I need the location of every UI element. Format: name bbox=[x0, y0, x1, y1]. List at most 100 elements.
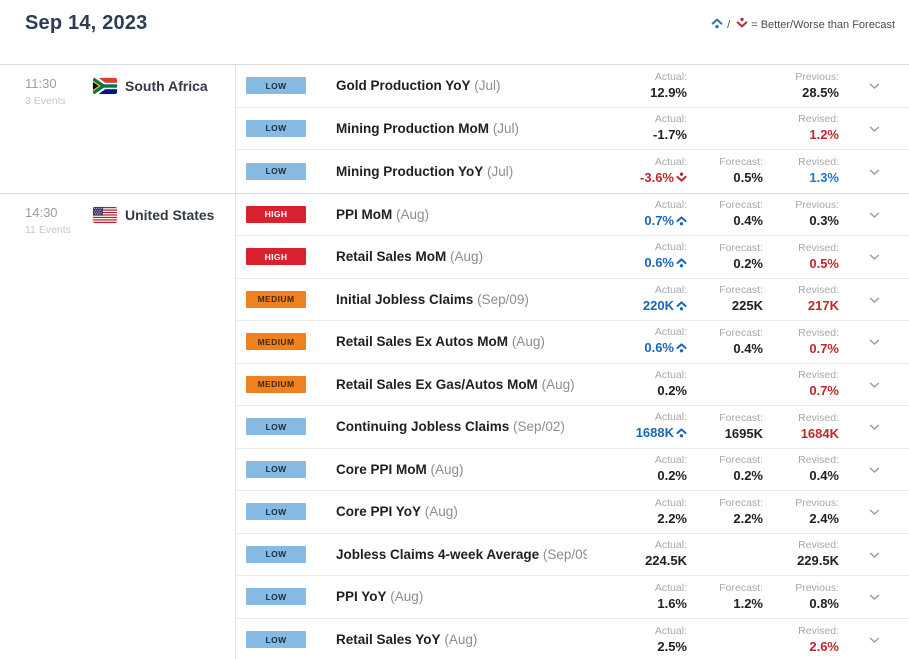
expand-row-button[interactable] bbox=[839, 377, 909, 392]
event-values: Actual: 220K Forecast: 225K Revised: 217… bbox=[587, 284, 909, 315]
event-title: Core PPI YoY bbox=[336, 504, 422, 520]
event-row[interactable]: LOW Core PPI MoM (Aug) Actual: 0.2% Fore… bbox=[236, 449, 909, 491]
event-name: Mining Production MoM (Jul) bbox=[336, 121, 519, 136]
forecast-label: Forecast: bbox=[719, 156, 763, 169]
calendar-header: Sep 14, 2023 / = Better/Worse than Forec… bbox=[0, 0, 909, 64]
forecast-value: 1.2% bbox=[733, 595, 763, 611]
previous-revised-label: Revised: bbox=[798, 369, 839, 382]
event-period: (Sep/02) bbox=[513, 419, 565, 435]
importance-badge: LOW bbox=[246, 119, 306, 137]
expand-row-button[interactable] bbox=[839, 334, 909, 349]
expand-row-button[interactable] bbox=[839, 121, 909, 136]
actual-cell: Actual: 0.2% bbox=[587, 369, 687, 399]
event-name: Gold Production YoY (Jul) bbox=[336, 78, 501, 93]
expand-row-button[interactable] bbox=[839, 249, 909, 264]
event-row[interactable]: LOW Core PPI YoY (Aug) Actual: 2.2% Fore… bbox=[236, 491, 909, 534]
previous-revised-label: Previous: bbox=[795, 199, 839, 212]
event-period: (Aug) bbox=[424, 504, 458, 520]
previous-revised-value: 217K bbox=[807, 298, 839, 314]
forecast-cell: Forecast: 225K bbox=[687, 284, 763, 314]
event-title: Retail Sales Ex Autos MoM bbox=[336, 334, 509, 350]
expand-row-button[interactable] bbox=[839, 419, 909, 434]
better-arrow-icon bbox=[676, 426, 687, 442]
event-title: Gold Production YoY bbox=[336, 78, 471, 94]
event-values: Actual: 2.5% Revised: 2.6% bbox=[587, 625, 909, 655]
expand-row-button[interactable] bbox=[839, 504, 909, 519]
previous-revised-value: 2.4% bbox=[809, 510, 839, 526]
event-name: Initial Jobless Claims (Sep/09) bbox=[336, 292, 529, 307]
event-name: Mining Production YoY (Jul) bbox=[336, 164, 513, 179]
event-period: (Aug) bbox=[396, 206, 430, 222]
forecast-cell bbox=[687, 85, 763, 86]
actual-value: 0.7% bbox=[587, 213, 687, 230]
event-title: Jobless Claims 4-week Average bbox=[336, 546, 540, 562]
expand-row-button[interactable] bbox=[839, 78, 909, 93]
event-period: (Aug) bbox=[511, 334, 545, 350]
actual-cell: Actual: -1.7% bbox=[587, 113, 687, 143]
forecast-label: Forecast: bbox=[719, 581, 763, 594]
event-title: PPI MoM bbox=[336, 206, 393, 222]
actual-value: -1.7% bbox=[653, 127, 687, 143]
page-title: Sep 14, 2023 bbox=[25, 12, 148, 34]
expand-row-button[interactable] bbox=[839, 632, 909, 647]
chevron-down-icon bbox=[869, 78, 880, 93]
event-row[interactable]: LOW Jobless Claims 4-week Average (Sep/0… bbox=[236, 534, 909, 576]
event-period: (Aug) bbox=[541, 376, 575, 392]
previous-revised-label: Revised: bbox=[798, 241, 839, 254]
event-title: Retail Sales YoY bbox=[336, 632, 441, 648]
better-arrow-icon bbox=[676, 299, 687, 315]
event-row[interactable]: LOW Retail Sales YoY (Aug) Actual: 2.5% … bbox=[236, 619, 909, 659]
forecast-cell bbox=[687, 554, 763, 555]
event-title: Mining Production YoY bbox=[336, 163, 484, 179]
event-name: Retail Sales Ex Gas/Autos MoM (Aug) bbox=[336, 377, 575, 392]
forecast-value: 0.2% bbox=[733, 468, 763, 484]
actual-label: Actual: bbox=[654, 496, 687, 509]
event-row[interactable]: MEDIUM Retail Sales Ex Gas/Autos MoM (Au… bbox=[236, 364, 909, 406]
flag-us-icon bbox=[93, 206, 117, 223]
forecast-label: Forecast: bbox=[719, 241, 763, 254]
event-values: Actual: -3.6% Forecast: 0.5% Revised: 1.… bbox=[587, 156, 909, 187]
actual-label: Actual: bbox=[654, 411, 687, 424]
expand-row-button[interactable] bbox=[839, 207, 909, 222]
event-row[interactable]: LOW PPI YoY (Aug) Actual: 1.6% Forecast:… bbox=[236, 576, 909, 619]
previous-revised-label: Previous: bbox=[795, 70, 839, 83]
chevron-down-icon bbox=[869, 292, 880, 307]
previous-revised-cell: Revised: 0.4% bbox=[763, 454, 839, 484]
actual-value: 2.5% bbox=[657, 638, 687, 654]
event-values: Actual: 0.7% Forecast: 0.4% Previous: 0.… bbox=[587, 199, 909, 230]
forecast-cell: Forecast: 0.4% bbox=[687, 199, 763, 229]
event-row[interactable]: MEDIUM Retail Sales Ex Autos MoM (Aug) A… bbox=[236, 321, 909, 364]
event-row[interactable]: HIGH Retail Sales MoM (Aug) Actual: 0.6%… bbox=[236, 236, 909, 279]
forecast-cell: Forecast: 0.5% bbox=[687, 156, 763, 186]
actual-cell: Actual: 2.5% bbox=[587, 625, 687, 655]
event-row[interactable]: HIGH PPI MoM (Aug) Actual: 0.7% Forecast… bbox=[236, 194, 909, 236]
forecast-cell: Forecast: 1.2% bbox=[687, 582, 763, 612]
actual-value: 0.2% bbox=[657, 468, 687, 484]
chevron-down-icon bbox=[869, 164, 880, 179]
event-values: Actual: 1.6% Forecast: 1.2% Previous: 0.… bbox=[587, 582, 909, 612]
expand-row-button[interactable] bbox=[839, 547, 909, 562]
event-row[interactable]: LOW Continuing Jobless Claims (Sep/02) A… bbox=[236, 406, 909, 449]
actual-cell: Actual: 12.9% bbox=[587, 71, 687, 101]
expand-row-button[interactable] bbox=[839, 164, 909, 179]
expand-row-button[interactable] bbox=[839, 292, 909, 307]
event-row[interactable]: LOW Mining Production YoY (Jul) Actual: … bbox=[236, 150, 909, 193]
section-rows: LOW Gold Production YoY (Jul) Actual: 12… bbox=[236, 65, 909, 193]
event-row[interactable]: MEDIUM Initial Jobless Claims (Sep/09) A… bbox=[236, 279, 909, 321]
forecast-legend: / = Better/Worse than Forecast bbox=[709, 17, 895, 32]
section-rows: HIGH PPI MoM (Aug) Actual: 0.7% Forecast… bbox=[236, 194, 909, 659]
event-name: Core PPI MoM (Aug) bbox=[336, 462, 464, 477]
chevron-down-icon bbox=[869, 547, 880, 562]
forecast-label: Forecast: bbox=[719, 454, 763, 467]
chevron-down-icon bbox=[869, 334, 880, 349]
previous-revised-label: Revised: bbox=[798, 411, 839, 424]
event-row[interactable]: LOW Gold Production YoY (Jul) Actual: 12… bbox=[236, 65, 909, 108]
event-row[interactable]: LOW Mining Production MoM (Jul) Actual: … bbox=[236, 108, 909, 150]
expand-row-button[interactable] bbox=[839, 462, 909, 477]
actual-value: 0.6% bbox=[587, 255, 687, 272]
expand-row-button[interactable] bbox=[839, 589, 909, 604]
previous-revised-label: Revised: bbox=[798, 113, 839, 126]
actual-label: Actual: bbox=[654, 283, 687, 296]
better-arrow-icon bbox=[676, 341, 687, 357]
section-events-count: 11 Events bbox=[25, 223, 71, 236]
